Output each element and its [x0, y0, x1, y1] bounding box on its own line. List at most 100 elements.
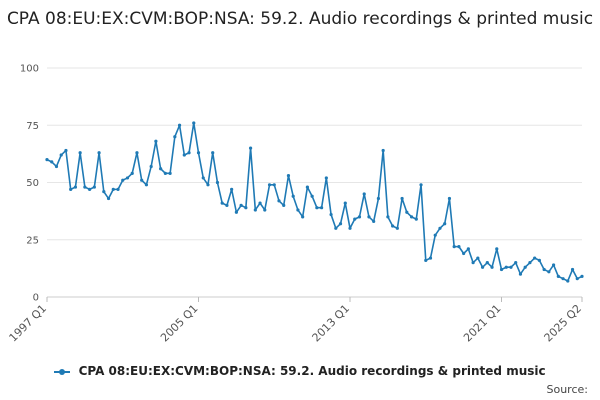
chart-title: CPA 08:EU:EX:CVM:BOP:NSA: 59.2. Audio re… — [6, 9, 594, 29]
data-point — [78, 151, 82, 155]
data-point — [485, 261, 489, 265]
data-point — [225, 203, 229, 207]
gridlines — [47, 67, 582, 298]
x-tick-label: 2025 Q2 — [542, 302, 585, 345]
data-point — [144, 183, 149, 187]
data-point — [476, 256, 480, 260]
data-point — [551, 263, 556, 267]
data-point — [433, 233, 437, 237]
data-point — [343, 201, 347, 205]
data-point — [253, 208, 257, 212]
data-point — [286, 174, 291, 178]
data-point — [362, 192, 366, 196]
data-point — [386, 215, 390, 219]
data-point — [234, 210, 238, 214]
data-point — [106, 196, 111, 201]
data-point — [462, 251, 466, 256]
y-tick-label: 100 — [20, 64, 39, 75]
data-point — [414, 217, 418, 221]
data-point — [518, 272, 523, 276]
data-point — [357, 215, 362, 219]
data-point — [329, 212, 333, 217]
data-point — [45, 158, 49, 162]
data-point — [315, 206, 319, 210]
data-point — [542, 267, 546, 272]
y-tick-label: 25 — [26, 235, 39, 246]
data-point — [310, 194, 314, 198]
data-point — [263, 208, 267, 212]
data-point — [447, 196, 452, 201]
data-point — [372, 219, 376, 224]
data-point — [140, 178, 144, 182]
data-point — [305, 185, 309, 189]
y-tick-label: 75 — [26, 121, 39, 132]
data-point — [537, 258, 541, 262]
data-point — [54, 164, 59, 169]
data-point — [149, 164, 153, 169]
data-point — [466, 247, 470, 251]
data-point — [301, 215, 305, 219]
data-point — [206, 183, 210, 187]
data-point — [556, 274, 560, 278]
data-point — [509, 265, 513, 269]
data-point — [125, 176, 130, 180]
data-point — [428, 256, 433, 260]
data-point — [211, 151, 215, 155]
data-point — [495, 247, 499, 251]
data-point — [258, 201, 262, 205]
data-point — [92, 185, 96, 189]
legend[interactable]: CPA 08:EU:EX:CVM:BOP:NSA: 59.2. Audio re… — [0, 364, 600, 378]
data-point — [409, 215, 414, 219]
data-point — [159, 167, 163, 171]
data-point — [154, 139, 158, 143]
x-tick-label: 2013 Q1 — [310, 302, 353, 345]
data-point — [575, 277, 579, 281]
data-point — [130, 171, 134, 175]
x-tick-label: 1997 Q1 — [7, 302, 50, 345]
x-tick-label: 2005 Q1 — [158, 302, 201, 345]
data-point — [121, 178, 125, 182]
data-point — [59, 153, 63, 157]
data-point — [405, 210, 409, 214]
data-point — [424, 258, 428, 262]
data-point — [163, 171, 167, 175]
data-point — [187, 151, 191, 155]
data-point — [480, 265, 485, 269]
data-point — [523, 265, 527, 269]
legend-label: CPA 08:EU:EX:CVM:BOP:NSA: 59.2. Audio re… — [78, 364, 546, 378]
data-point — [528, 261, 532, 265]
data-point — [248, 146, 253, 150]
data-point — [561, 277, 565, 281]
data-point — [201, 176, 205, 180]
data-point — [173, 135, 177, 139]
data-point — [419, 183, 423, 187]
source-label: Source: — [546, 383, 589, 396]
data-point — [244, 206, 248, 210]
data-point — [499, 267, 504, 272]
data-point — [182, 153, 186, 157]
data-point — [272, 183, 276, 187]
data-point — [282, 203, 286, 207]
series-layer — [45, 121, 584, 283]
data-point — [348, 226, 352, 230]
data-point — [215, 180, 220, 185]
data-point — [277, 199, 281, 203]
data-point — [69, 187, 73, 191]
data-point — [177, 123, 182, 127]
x-tick-label: 2021 Q1 — [461, 302, 504, 345]
data-point — [73, 185, 78, 189]
data-point — [267, 183, 272, 187]
data-point — [580, 274, 584, 278]
y-tick-label: 50 — [26, 178, 39, 189]
data-point — [443, 222, 447, 226]
data-point — [102, 190, 106, 194]
data-point — [64, 148, 68, 153]
data-point — [547, 270, 551, 274]
data-point — [376, 196, 381, 201]
data-point — [391, 224, 395, 228]
data-point — [566, 279, 570, 283]
data-point — [533, 256, 537, 260]
data-point — [471, 261, 475, 265]
data-point — [353, 217, 357, 221]
